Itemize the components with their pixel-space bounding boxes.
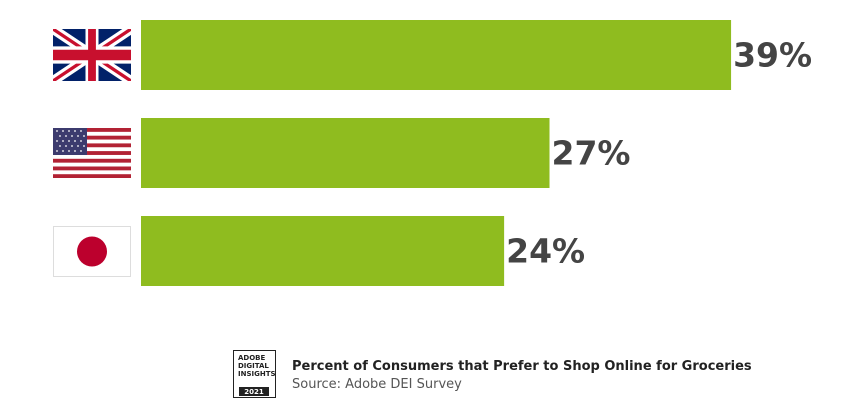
uk-flag xyxy=(53,29,131,81)
us-flag xyxy=(53,128,131,178)
logo-text: ADOBE xyxy=(238,354,266,362)
japan-flag xyxy=(53,226,131,277)
bars: 39% 27% 24% xyxy=(141,20,812,286)
value-label: 39% xyxy=(733,36,812,75)
chart-title: Percent of Consumers that Prefer to Shop… xyxy=(292,359,752,374)
bar xyxy=(141,20,732,90)
bar xyxy=(141,118,550,188)
value-label: 27% xyxy=(552,134,631,173)
bar xyxy=(141,216,505,286)
logo-text: INSIGHTS xyxy=(238,370,276,378)
value-label: 24% xyxy=(506,232,585,271)
logo: ADOBE DIGITAL INSIGHTS 2021 xyxy=(233,350,276,398)
logo-text: DIGITAL xyxy=(238,362,269,370)
chart-source: Source: Adobe DEI Survey xyxy=(292,377,462,392)
logo-year: 2021 xyxy=(244,388,264,396)
